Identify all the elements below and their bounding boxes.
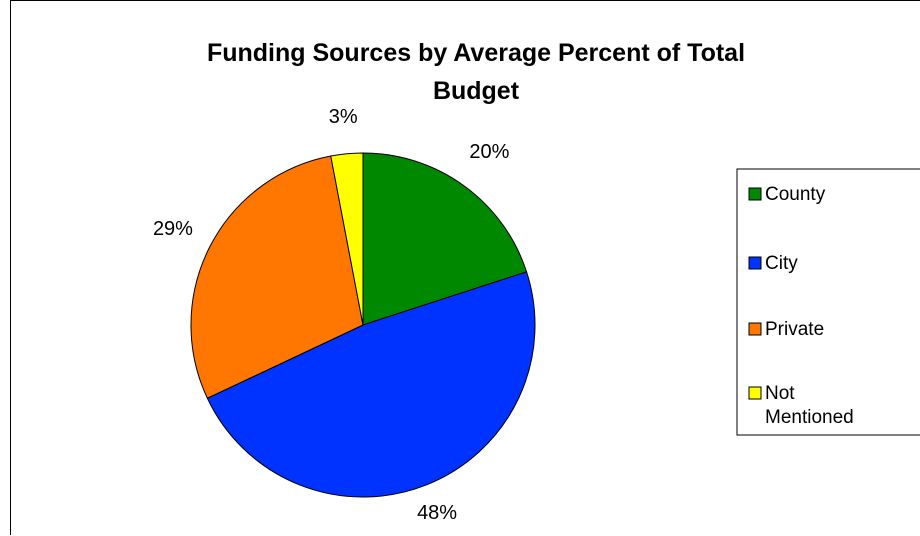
legend-label-private: Private [765,319,824,340]
pie-slices [190,152,536,498]
pie-label-county: 20% [469,141,509,163]
legend-swatch-city [748,256,762,270]
pie-slice-not-mentioned [330,152,364,326]
chart-legend: County City Private Not Mentioned [736,168,920,436]
legend-swatch-private [748,322,762,336]
legend-swatch-county [748,187,762,201]
legend-box [736,168,920,436]
legend-swatch-not-mentioned [748,386,762,400]
legend-label-county: County [765,184,826,205]
pie-chart: Funding Sources by Average Percent of To… [153,39,920,524]
chart-title-line-1: Funding Sources by Average Percent of To… [207,39,745,67]
pie-label-private: 29% [153,218,193,240]
pie-slice-county [362,152,528,326]
pie-slice-city [206,271,536,498]
pie-label-city: 48% [417,502,457,524]
pie-label-not-mentioned: 3% [329,106,358,128]
legend-label-not-mentioned-line-1: Not [765,383,795,404]
pie-labels: 20% 48% 29% 3% [153,106,510,524]
pie-slice-private [190,155,364,399]
legend-label-city: City [765,253,798,274]
chart-frame: Funding Sources by Average Percent of To… [10,0,920,535]
chart-title-line-2: Budget [433,77,520,105]
legend-label-not-mentioned-line-2: Mentioned [765,407,854,428]
